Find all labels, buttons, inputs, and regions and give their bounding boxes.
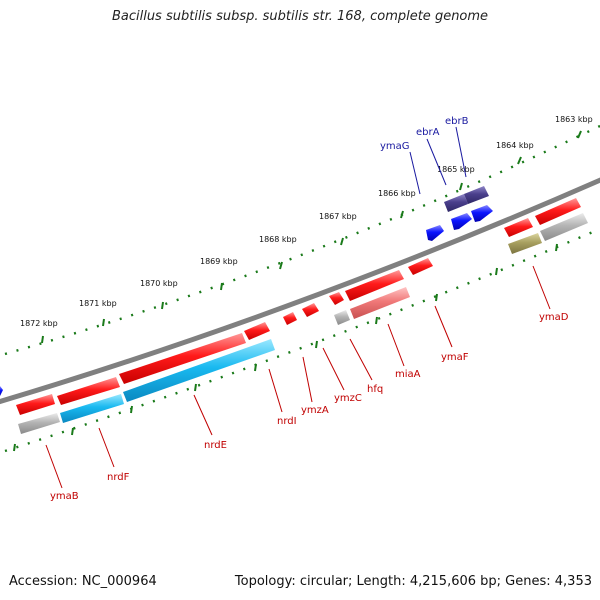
feature-nrdF-cds[interactable] bbox=[60, 394, 124, 423]
feature-hfq-gray[interactable] bbox=[334, 310, 350, 325]
scale-label: 1868 kbp bbox=[259, 235, 297, 244]
gene-label: ebrA bbox=[416, 127, 440, 138]
gene-label: nrdE bbox=[204, 440, 227, 451]
accession-label: Accession: NC_000964 bbox=[9, 574, 157, 589]
gene-ymaF[interactable] bbox=[408, 258, 433, 275]
gene-ebrB[interactable] bbox=[471, 205, 493, 222]
scale-label: 1867 kbp bbox=[319, 212, 357, 221]
gene-label: ymaB bbox=[50, 491, 79, 502]
gene-hfq[interactable] bbox=[329, 292, 344, 305]
scale-label: 1866 kbp bbox=[378, 189, 416, 198]
gene-nrdE[interactable] bbox=[119, 333, 246, 384]
feature-ymaD-gray[interactable] bbox=[540, 213, 588, 241]
gene-ymzC[interactable] bbox=[302, 303, 319, 317]
scale-labels: 1872 kbp 1871 kbp 1870 kbp 1869 kbp 1868… bbox=[20, 115, 593, 328]
scale-label: 1869 kbp bbox=[200, 257, 238, 266]
feature-miaA-pink[interactable] bbox=[350, 287, 410, 319]
reverse-gene-track bbox=[16, 198, 581, 415]
feature-ebrB-purple[interactable] bbox=[464, 186, 489, 204]
gene-labels-reverse: ymaB nrdF nrdE nrdI ymzA ymzC hfq miaA y… bbox=[50, 312, 569, 502]
gene-label: ymaF bbox=[441, 352, 469, 363]
gene-label: miaA bbox=[395, 369, 421, 380]
major-ticks-inner bbox=[13, 243, 558, 452]
gene-label: ymzA bbox=[301, 405, 329, 416]
gene-label: ymzC bbox=[334, 393, 362, 404]
gene-miaA[interactable] bbox=[345, 270, 404, 301]
scale-track-inner bbox=[4, 227, 600, 453]
gene-label: nrdI bbox=[277, 416, 297, 427]
major-ticks-outer bbox=[41, 130, 582, 344]
label-leader-lines bbox=[45, 126, 551, 489]
scale-label: 1872 kbp bbox=[20, 319, 58, 328]
feature-nrdE-cds[interactable] bbox=[123, 339, 275, 402]
scale-label: 1863 kbp bbox=[555, 115, 593, 124]
gene-label: hfq bbox=[367, 384, 383, 395]
map-title: Bacillus subtilis subsp. subtilis str. 1… bbox=[111, 9, 489, 24]
gene-ymzA[interactable] bbox=[283, 312, 297, 325]
gene-ymaG[interactable] bbox=[426, 225, 444, 241]
gene-ymaD-upstream[interactable] bbox=[535, 198, 581, 225]
feature-ymaB-gray[interactable] bbox=[18, 413, 60, 434]
scale-label: 1865 kbp bbox=[437, 165, 475, 174]
gene-ymaD[interactable] bbox=[504, 218, 533, 237]
gene-nrdI[interactable] bbox=[244, 322, 270, 340]
genome-backbone bbox=[0, 177, 600, 405]
scale-label: 1870 kbp bbox=[140, 279, 178, 288]
gene-nrdF[interactable] bbox=[57, 377, 120, 405]
gene-ymaB[interactable] bbox=[16, 394, 55, 415]
gene-label: nrdF bbox=[107, 472, 130, 483]
gene-label: ymaG bbox=[380, 141, 410, 152]
gene-edge-left[interactable] bbox=[0, 386, 3, 396]
feature-ebrA-purple[interactable] bbox=[444, 194, 468, 212]
gene-labels-forward: ymaG ebrA ebrB bbox=[380, 116, 469, 152]
forward-gene-track bbox=[0, 186, 493, 396]
feature-track bbox=[18, 213, 588, 434]
genome-summary: Topology: circular; Length: 4,215,606 bp… bbox=[234, 574, 592, 589]
scale-track-outer bbox=[4, 124, 600, 356]
gene-label: ymaD bbox=[539, 312, 569, 323]
gene-ebrA[interactable] bbox=[451, 213, 472, 230]
gene-label: ebrB bbox=[445, 116, 469, 127]
scale-label: 1864 kbp bbox=[496, 141, 534, 150]
feature-ymaD-olive[interactable] bbox=[508, 233, 542, 254]
scale-label: 1871 kbp bbox=[79, 299, 117, 308]
